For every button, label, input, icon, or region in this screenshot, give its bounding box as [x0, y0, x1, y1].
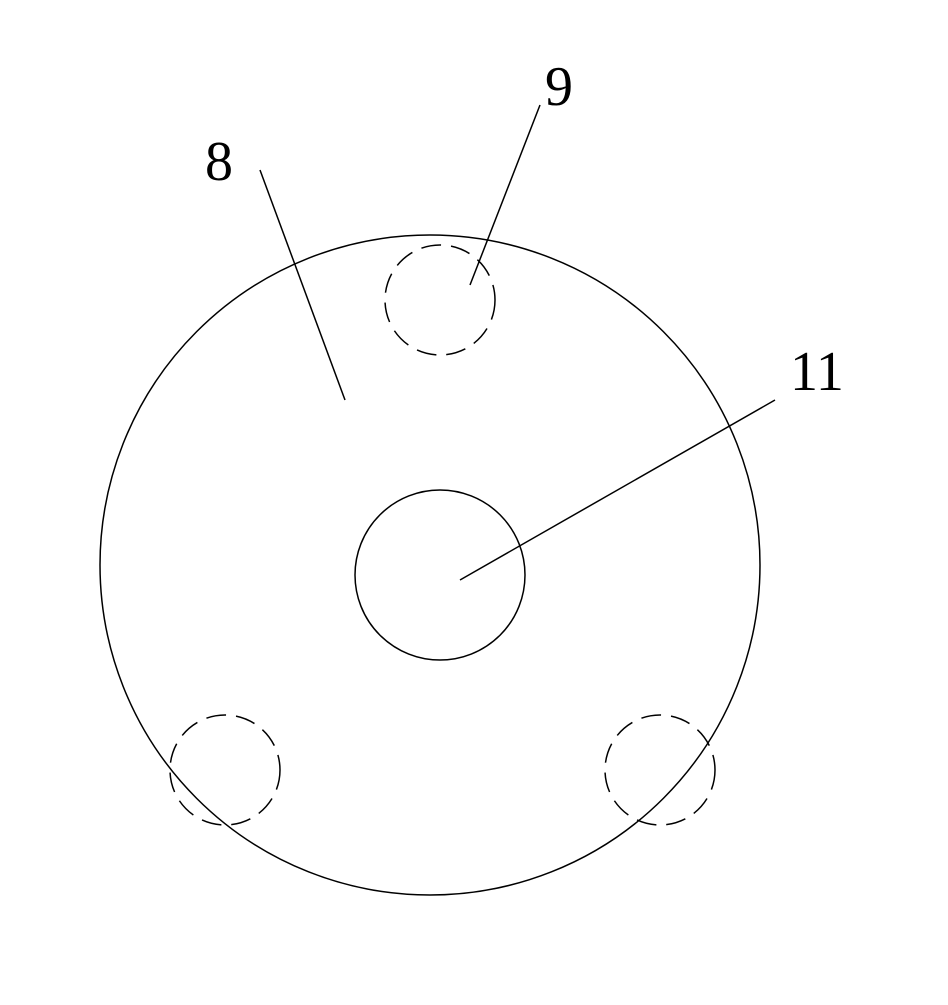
callout-label-11: 11 — [790, 340, 844, 404]
callout-label-8: 8 — [205, 130, 233, 194]
flange-svg — [0, 0, 948, 1000]
diagram-canvas — [0, 0, 948, 1000]
callout-label-9: 9 — [545, 55, 573, 119]
